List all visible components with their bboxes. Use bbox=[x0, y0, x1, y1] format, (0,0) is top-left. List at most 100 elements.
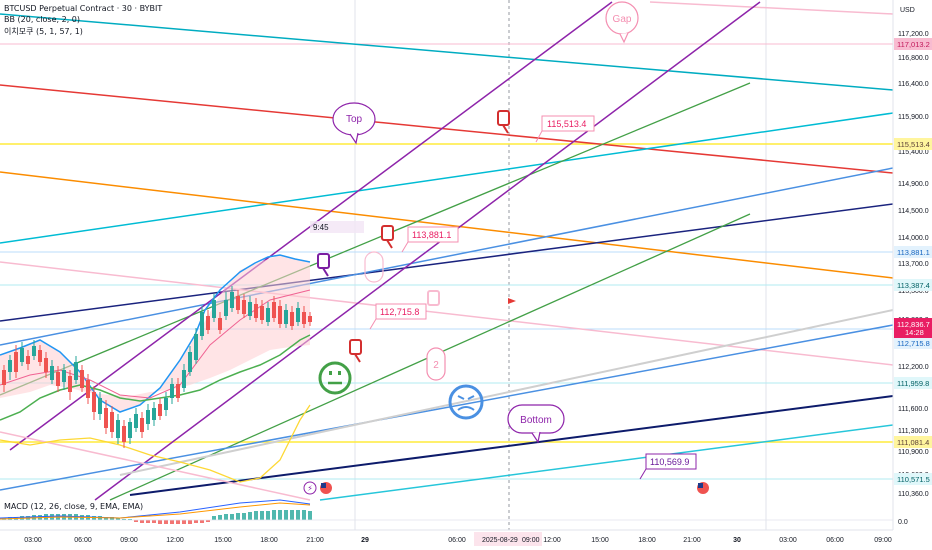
trendline-purple-right[interactable] bbox=[94, 1, 761, 501]
trendline-blue-mid[interactable] bbox=[0, 167, 894, 346]
trendline-cyan-top[interactable] bbox=[0, 13, 894, 91]
macd-bar bbox=[170, 520, 174, 524]
macd-indicator-legend[interactable]: MACD (12, 26, close, 9, EMA, EMA) bbox=[4, 502, 144, 511]
pointing-hand-icon[interactable] bbox=[427, 290, 440, 306]
bottom-bubble[interactable]: Bottom bbox=[507, 404, 565, 444]
macd-bar bbox=[134, 520, 138, 522]
us-flag-icon[interactable] bbox=[320, 482, 332, 494]
candle-body bbox=[302, 312, 306, 324]
trendline-pink-mid[interactable] bbox=[0, 261, 894, 366]
macd-bar bbox=[110, 517, 114, 520]
happy-face-icon[interactable] bbox=[318, 361, 352, 395]
time-tick: 09:00 bbox=[874, 537, 892, 544]
time-tick: 12:00 bbox=[543, 537, 561, 544]
candle-body bbox=[200, 312, 204, 336]
ghost-bubble bbox=[364, 251, 384, 283]
trendline-blue-lower[interactable] bbox=[0, 324, 894, 491]
price-tick: 114,500.0 bbox=[898, 208, 929, 215]
angry-face-icon[interactable] bbox=[448, 384, 484, 420]
candle-body bbox=[164, 398, 168, 410]
pointing-hand-icon[interactable] bbox=[349, 339, 362, 363]
trendline-green-upper[interactable] bbox=[0, 82, 751, 396]
bb-indicator-legend[interactable]: BB (20, close, 2, 0) bbox=[4, 15, 80, 24]
macd-bar bbox=[236, 513, 240, 520]
trendline-gray[interactable] bbox=[119, 309, 894, 476]
callout-115513[interactable]: 115,513.4 bbox=[535, 115, 595, 143]
trendline-red[interactable] bbox=[0, 84, 894, 174]
trendline-cyan-mid[interactable] bbox=[0, 112, 894, 244]
current-price-label: 112,836.7 bbox=[897, 320, 930, 329]
callout-112715[interactable]: 112,715.8 bbox=[369, 303, 427, 330]
symbol-title[interactable]: BTCUSD Perpetual Contract · 30 · BYBIT bbox=[4, 4, 163, 13]
macd-bar bbox=[176, 520, 180, 524]
callout-113881[interactable]: 113,881.1 bbox=[401, 226, 459, 253]
event-icon[interactable]: ⚡ bbox=[303, 481, 317, 495]
trendline-pink-bottom[interactable] bbox=[0, 431, 311, 501]
macd-bar bbox=[260, 511, 264, 520]
candle-body bbox=[2, 370, 6, 385]
price-highlight-box bbox=[894, 436, 932, 448]
candle-body bbox=[98, 398, 102, 414]
price-highlight-label: 113,387.4 bbox=[897, 281, 930, 290]
flag-icon[interactable] bbox=[508, 298, 516, 304]
macd-bar bbox=[194, 520, 198, 523]
macd-bar bbox=[272, 510, 276, 520]
time-tick: 15:00 bbox=[591, 537, 609, 544]
us-flag-icon[interactable] bbox=[697, 482, 709, 494]
macd-bar bbox=[116, 518, 120, 520]
trendline-cyan-bottom[interactable] bbox=[319, 424, 894, 501]
macd-bar bbox=[152, 520, 156, 523]
candle-body bbox=[92, 392, 96, 412]
candle-body bbox=[212, 300, 216, 318]
time-tick: 03:00 bbox=[24, 537, 42, 544]
price-highlight-box bbox=[894, 377, 932, 389]
price-tick: 112,200.0 bbox=[898, 364, 929, 371]
price-highlight-label: 117,013.2 bbox=[897, 40, 930, 49]
trendline-orange[interactable] bbox=[0, 171, 894, 279]
candle-body bbox=[182, 370, 186, 388]
ichimoku-indicator-legend[interactable]: 이치모쿠 (5, 1, 57, 1) bbox=[4, 27, 83, 36]
time-highlight[interactable]: 2025-08-29 09:00 bbox=[474, 532, 542, 546]
price-tick: 115,400.0 bbox=[898, 149, 929, 156]
macd-bar bbox=[284, 510, 288, 520]
candle-body bbox=[38, 350, 42, 362]
candle-body bbox=[296, 308, 300, 322]
top-bubble[interactable]: Top bbox=[332, 102, 376, 145]
macd-bar bbox=[230, 514, 234, 520]
candle-body bbox=[110, 412, 114, 432]
price-tick: 111,300.0 bbox=[898, 428, 928, 435]
time-axis[interactable] bbox=[0, 530, 932, 550]
callout-110569[interactable]: 110,569.9 bbox=[639, 453, 697, 480]
time-tick: 03:00 bbox=[779, 537, 797, 544]
current-price-tag[interactable]: 112,836.7 14:28 bbox=[894, 318, 932, 338]
candle-body bbox=[152, 408, 156, 420]
pointing-hand-icon[interactable] bbox=[317, 253, 330, 277]
candle-body bbox=[134, 414, 138, 428]
candle-body bbox=[62, 370, 66, 382]
candle-body bbox=[266, 308, 270, 322]
number-two-bubble[interactable]: 2 bbox=[426, 347, 446, 381]
candle-body bbox=[290, 312, 294, 326]
macd-bar bbox=[206, 520, 210, 522]
gap-bubble[interactable]: Gap bbox=[605, 1, 639, 44]
macd-bar bbox=[254, 511, 258, 520]
candle-body bbox=[56, 372, 60, 386]
trendline-pink-top[interactable] bbox=[649, 1, 894, 15]
candle-body bbox=[230, 292, 234, 308]
plot-area[interactable] bbox=[0, 0, 893, 530]
pointing-hand-icon[interactable] bbox=[381, 225, 394, 249]
macd-bar bbox=[290, 510, 294, 520]
candle-body bbox=[158, 404, 162, 416]
candle-body bbox=[44, 358, 48, 372]
time-tag-label: 9:45 bbox=[313, 223, 329, 232]
candle-body bbox=[260, 306, 264, 320]
macd-bar bbox=[164, 520, 168, 524]
highlighted-time: 09:00 bbox=[522, 537, 540, 544]
pointing-hand-icon[interactable] bbox=[497, 110, 510, 134]
trendline-navy-top[interactable] bbox=[0, 203, 894, 322]
price-tick: 116,800.0 bbox=[898, 55, 929, 62]
candle-body bbox=[188, 352, 192, 372]
time-tick: 06:00 bbox=[826, 537, 844, 544]
candle-body bbox=[32, 346, 36, 356]
